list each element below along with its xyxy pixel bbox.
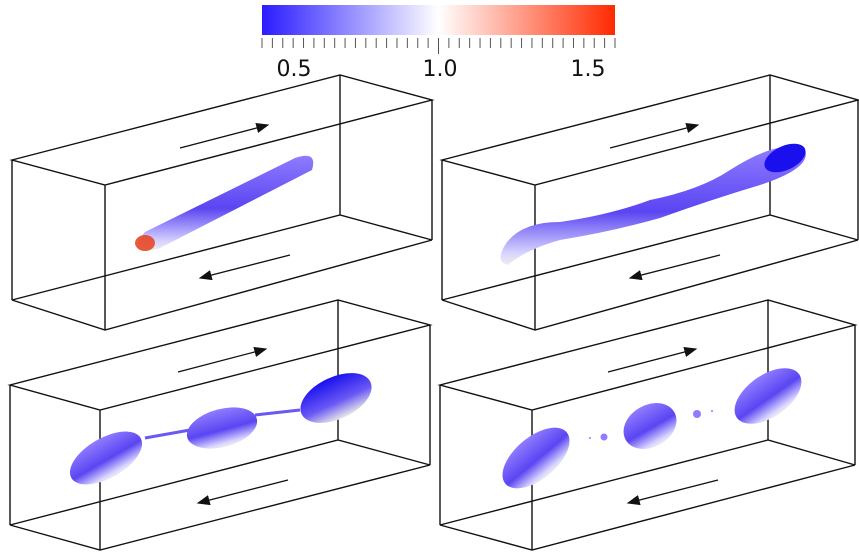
figure: 0.5 1.0 1.5 [0,0,859,559]
colorbar-label: 1.5 [571,57,606,82]
colorbar-ticks [262,38,615,54]
colorbar-label: 1.0 [423,57,458,82]
panel [440,300,855,550]
colorbar: 0.5 1.0 1.5 [262,5,615,82]
colorbar-gradient [262,5,615,35]
panel [10,300,430,550]
colorbar-label: 0.5 [277,57,312,82]
panel [12,75,432,330]
page: 0.5 1.0 1.5 [0,0,859,559]
panel [442,75,858,330]
